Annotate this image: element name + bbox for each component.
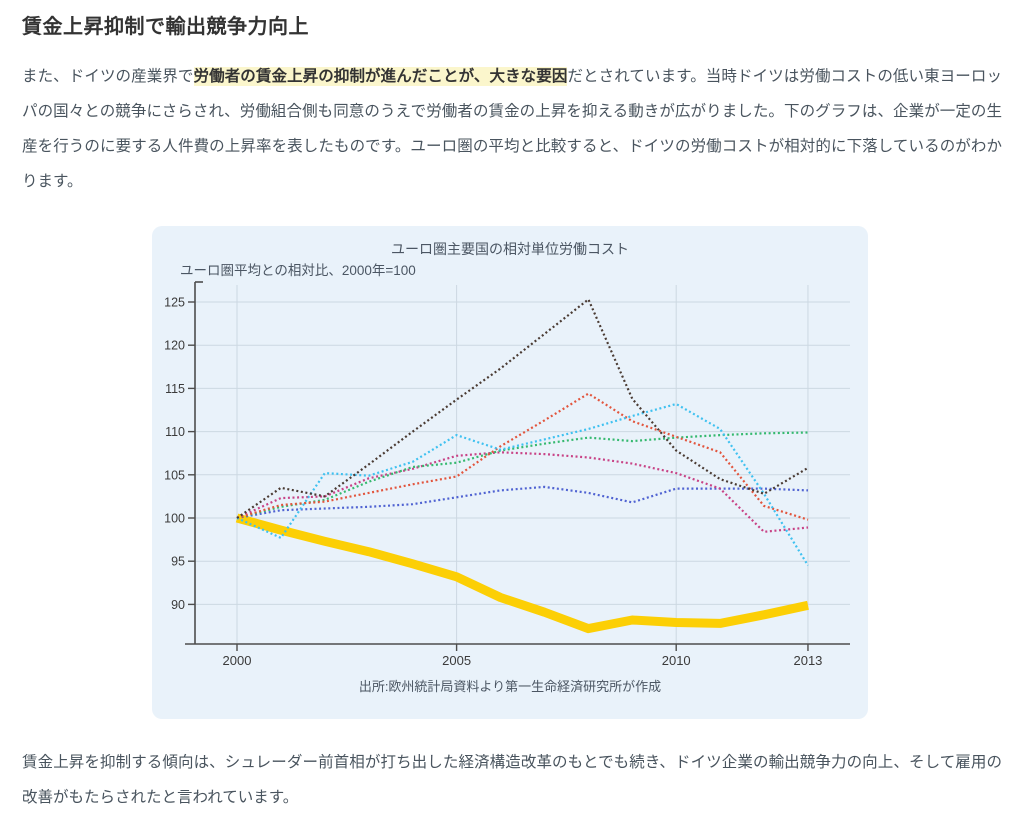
series-green-dotted-line	[236, 431, 809, 520]
chart-panel: 90 95 100 105 110 115 120 125 2000 2005 2010 2013 ユ…	[152, 226, 868, 719]
x-tick-label: 2013	[793, 653, 822, 668]
series-black-dotted-line	[236, 298, 809, 519]
series-red-dotted-line	[236, 392, 809, 521]
chart-subtitle: ユーロ圏平均との相対比、2000年=100	[180, 263, 416, 278]
paragraph-1-suffix: だとされています。当時ドイツは労働コストの低い東ヨーロッパの国々との競争にさらさ…	[22, 68, 1002, 190]
series-magenta-dotted-line	[236, 451, 809, 533]
y-tick-label: 115	[165, 382, 185, 396]
y-tick-label: 120	[164, 339, 185, 353]
x-tick-label: 2005	[442, 653, 471, 668]
y-tick-label: 95	[171, 555, 185, 569]
paragraph-2: 賃金上昇を抑制する傾向は、シュレーダー前首相が打ち出した経済構造改革のもとでも続…	[22, 754, 1002, 806]
line-chart: 90 95 100 105 110 115 120 125 2000 2005 2010 2013	[164, 281, 850, 668]
paragraph-1-prefix: また、ドイツの産業界で	[22, 68, 194, 85]
y-tick-label: 90	[171, 598, 185, 612]
highlighted-text: 労働者の賃金上昇の抑制が進んだことが、大きな要因	[193, 67, 568, 86]
y-tick-label: 110	[165, 425, 185, 439]
chart-source: 出所:欧州統計局資料より第一生命経済研究所が作成	[358, 679, 662, 694]
chart-title: ユーロ圏主要国の相対単位労働コスト	[391, 241, 629, 257]
series-cyan-dotted-line	[236, 402, 809, 567]
x-tick-label: 2010	[662, 653, 691, 668]
y-tick-label: 105	[164, 468, 185, 482]
y-tick-label: 100	[164, 512, 185, 526]
series-yellow-thick-line-germany	[235, 513, 809, 634]
y-tick-label: 125	[164, 296, 185, 310]
x-tick-label: 2000	[223, 653, 252, 668]
page-title: 賃金上昇抑制で輸出競争力向上	[22, 16, 309, 38]
paragraph-1: また、ドイツの産業界で労働者の賃金上昇の抑制が進んだことが、大きな要因だとされて…	[22, 59, 1002, 199]
